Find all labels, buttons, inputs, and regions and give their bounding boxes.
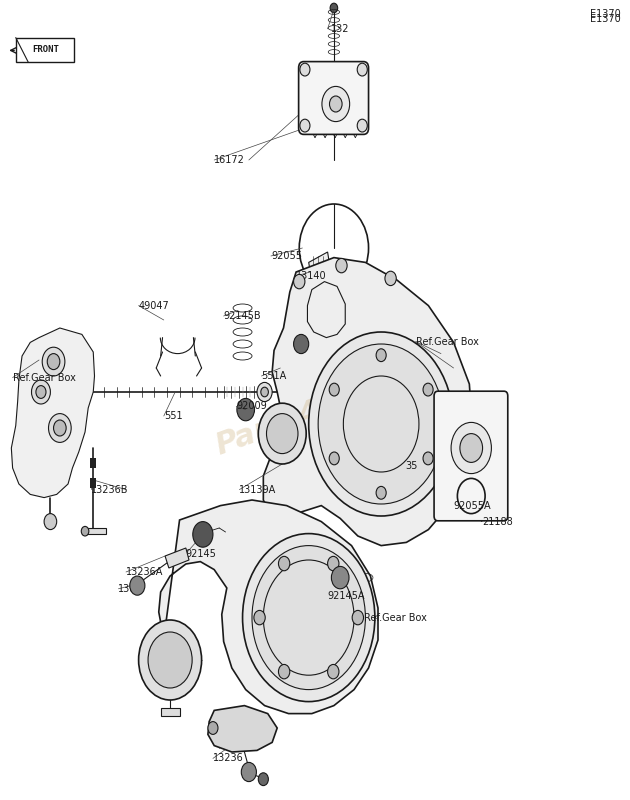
Circle shape — [309, 332, 454, 516]
Bar — [90, 478, 96, 488]
Circle shape — [336, 258, 347, 273]
Polygon shape — [263, 258, 472, 546]
Text: 92145: 92145 — [186, 549, 217, 558]
Text: 551A: 551A — [261, 371, 287, 381]
Text: 16172: 16172 — [214, 155, 245, 165]
Text: 92055A: 92055A — [454, 501, 491, 510]
Circle shape — [54, 420, 66, 436]
Text: 13139: 13139 — [149, 649, 180, 658]
FancyBboxPatch shape — [434, 391, 508, 521]
Circle shape — [81, 526, 89, 536]
Text: 49047: 49047 — [139, 301, 169, 310]
Circle shape — [294, 274, 305, 289]
Circle shape — [47, 354, 60, 370]
Circle shape — [451, 422, 491, 474]
Circle shape — [49, 414, 71, 442]
Text: Ref.Gear Box: Ref.Gear Box — [13, 373, 76, 382]
Text: 35: 35 — [406, 462, 418, 471]
Text: 13140: 13140 — [296, 271, 327, 281]
Circle shape — [261, 387, 268, 397]
Circle shape — [318, 344, 444, 504]
Polygon shape — [158, 500, 378, 714]
Polygon shape — [11, 328, 95, 498]
Circle shape — [328, 556, 339, 570]
Circle shape — [331, 566, 349, 589]
Circle shape — [460, 434, 483, 462]
Polygon shape — [208, 706, 277, 752]
Text: E1370: E1370 — [590, 10, 621, 19]
Text: 13236B: 13236B — [91, 485, 129, 494]
FancyBboxPatch shape — [299, 62, 369, 134]
Text: 13139A: 13139A — [239, 485, 277, 494]
Polygon shape — [165, 548, 189, 568]
Circle shape — [294, 334, 309, 354]
Circle shape — [423, 452, 433, 465]
Circle shape — [376, 349, 386, 362]
Circle shape — [130, 576, 145, 595]
Circle shape — [208, 722, 218, 734]
Text: 21188: 21188 — [482, 517, 513, 526]
Text: 92145A: 92145A — [328, 591, 365, 601]
Circle shape — [44, 514, 57, 530]
Circle shape — [266, 414, 298, 454]
Text: 92009: 92009 — [236, 402, 267, 411]
Circle shape — [329, 96, 342, 112]
Circle shape — [328, 665, 339, 679]
Text: 132: 132 — [331, 24, 349, 34]
Circle shape — [329, 452, 340, 465]
Circle shape — [42, 347, 65, 376]
Circle shape — [385, 271, 396, 286]
Circle shape — [193, 522, 213, 547]
Circle shape — [36, 386, 46, 398]
Polygon shape — [16, 38, 74, 62]
Circle shape — [32, 380, 50, 404]
Circle shape — [148, 632, 192, 688]
Circle shape — [352, 610, 364, 625]
Circle shape — [357, 119, 367, 132]
Text: E1370: E1370 — [590, 14, 621, 24]
Circle shape — [258, 773, 268, 786]
Bar — [90, 458, 96, 468]
Circle shape — [241, 762, 256, 782]
Text: 92145B: 92145B — [224, 311, 261, 321]
Polygon shape — [161, 708, 180, 716]
Text: FRONT: FRONT — [32, 46, 59, 54]
Text: 13236A: 13236A — [126, 567, 163, 577]
Circle shape — [423, 383, 433, 396]
Polygon shape — [82, 528, 106, 534]
Polygon shape — [309, 252, 331, 282]
Text: Ref.Gear Box: Ref.Gear Box — [364, 613, 427, 622]
Text: 130: 130 — [118, 584, 137, 594]
Text: Parts4Bike: Parts4Bike — [211, 371, 394, 461]
Circle shape — [258, 403, 306, 464]
Text: 13236: 13236 — [213, 754, 244, 763]
Circle shape — [376, 486, 386, 499]
Circle shape — [330, 3, 338, 13]
Text: 551: 551 — [164, 411, 183, 421]
Circle shape — [237, 398, 255, 421]
Circle shape — [243, 534, 375, 702]
Circle shape — [357, 63, 367, 76]
Text: Ref.Gear Box: Ref.Gear Box — [416, 337, 479, 346]
Circle shape — [254, 610, 265, 625]
Circle shape — [252, 546, 365, 690]
Circle shape — [329, 383, 340, 396]
Circle shape — [300, 63, 310, 76]
Circle shape — [278, 665, 290, 679]
Text: 92055: 92055 — [271, 251, 302, 261]
Circle shape — [278, 556, 290, 570]
Circle shape — [139, 620, 202, 700]
Circle shape — [257, 382, 272, 402]
Circle shape — [322, 86, 350, 122]
Circle shape — [300, 119, 310, 132]
